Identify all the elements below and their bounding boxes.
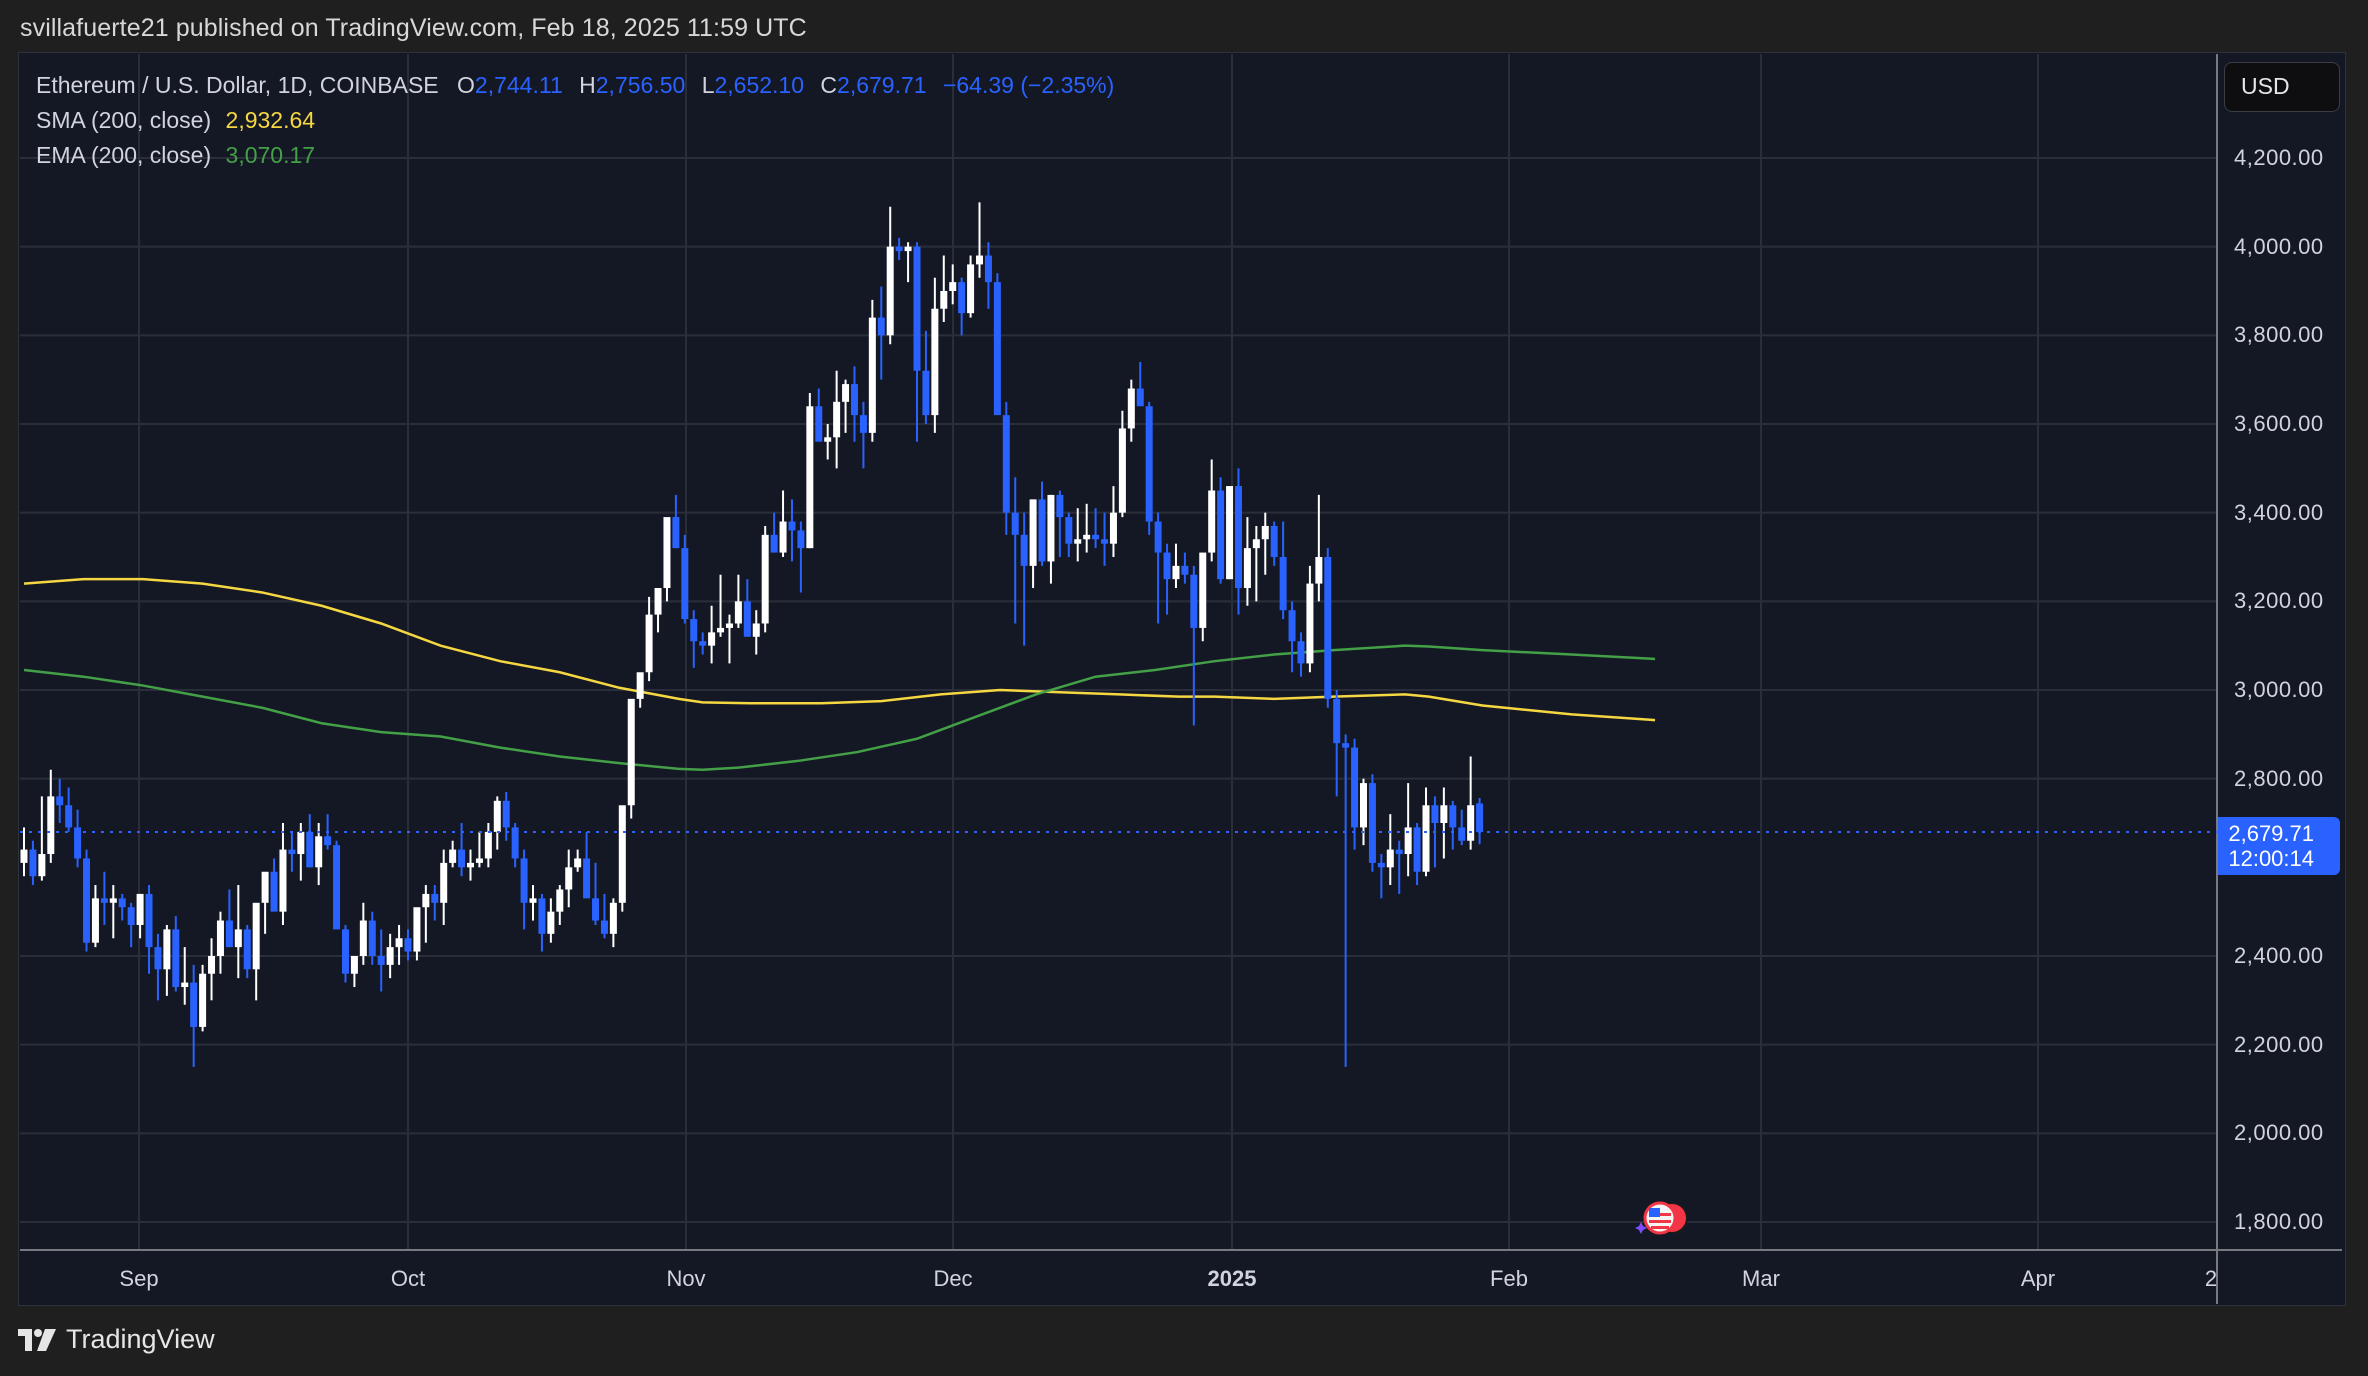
- time-tick-label: Oct: [390, 1266, 426, 1291]
- symbol-name[interactable]: Ethereum / U.S. Dollar, 1D, COINBASE: [36, 72, 439, 98]
- close-value: 2,679.71: [837, 72, 927, 98]
- price-tick-label: 3,400.00: [2234, 499, 2324, 525]
- price-tick-label: 3,000.00: [2234, 676, 2324, 702]
- chart-legend: Ethereum / U.S. Dollar, 1D, COINBASE O2,…: [36, 68, 1124, 173]
- time-tick-label: Apr: [2020, 1266, 2056, 1291]
- sma-label: SMA (200, close): [36, 107, 212, 133]
- legend-sma-row[interactable]: SMA (200, close) 2,932.64: [36, 103, 1124, 138]
- brand-name: TradingView: [66, 1324, 215, 1354]
- footer-brand[interactable]: TradingView: [18, 1324, 215, 1355]
- tradingview-logo-icon: [18, 1328, 56, 1351]
- time-tick-label: Nov: [666, 1266, 706, 1291]
- low-value: 2,652.10: [714, 72, 805, 98]
- price-tick-label: 2,800.00: [2234, 765, 2324, 791]
- chart-frame: [18, 52, 2346, 1306]
- price-tick-label: 4,000.00: [2234, 233, 2324, 259]
- high-value: 2,756.50: [595, 72, 686, 98]
- price-tick-label: 3,600.00: [2234, 410, 2324, 436]
- price-tick-label: 2,200.00: [2234, 1031, 2324, 1057]
- currency-button[interactable]: USD: [2224, 62, 2340, 112]
- last-price-value: 2,679.71: [2228, 821, 2314, 846]
- price-tick-label: 4,200.00: [2234, 145, 2324, 170]
- legend-ema-row[interactable]: EMA (200, close) 3,070.17: [36, 138, 1124, 173]
- price-tick-label: 3,800.00: [2234, 322, 2324, 348]
- sma-value: 2,932.64: [225, 107, 316, 133]
- time-tick-label: Mar: [1742, 1266, 1780, 1291]
- published-caption: svillafuerte21 published on TradingView.…: [20, 14, 807, 42]
- open-value: 2,744.11: [474, 72, 563, 98]
- change-value: −64.39 (−2.35%): [942, 72, 1115, 98]
- price-tick-label: 2,400.00: [2234, 942, 2324, 968]
- economic-events-icon[interactable]: [1632, 1198, 1712, 1238]
- last-price-tag: 2,679.71 12:00:14: [2218, 817, 2340, 875]
- bar-countdown: 12:00:14: [2228, 846, 2314, 871]
- legend-symbol-row: Ethereum / U.S. Dollar, 1D, COINBASE O2,…: [36, 68, 1124, 103]
- time-tick-label: 2: [2204, 1266, 2218, 1291]
- time-tick-label: 2025: [1207, 1266, 1257, 1291]
- open-label: O: [457, 72, 475, 98]
- ema-label: EMA (200, close): [36, 142, 212, 168]
- close-label: C: [820, 72, 838, 98]
- high-label: H: [579, 72, 596, 98]
- price-tick-label: 2,000.00: [2234, 1120, 2324, 1146]
- time-tick-label: Feb: [1490, 1266, 1528, 1291]
- price-tick-label: 1,800.00: [2234, 1208, 2324, 1234]
- time-tick-label: Dec: [933, 1266, 973, 1291]
- price-tick-label: 3,200.00: [2234, 588, 2324, 614]
- ema-value: 3,070.17: [225, 142, 316, 168]
- time-tick-label: Sep: [119, 1266, 159, 1291]
- low-label: L: [701, 72, 715, 98]
